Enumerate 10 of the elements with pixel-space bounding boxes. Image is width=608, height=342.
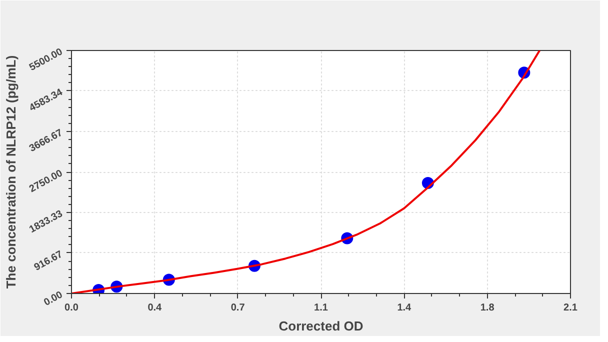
x-tick-label: 0.7 xyxy=(230,302,246,314)
x-axis-title: Corrected OD xyxy=(278,318,364,334)
x-tick-label: 1.4 xyxy=(397,302,412,314)
x-tick-label: 2.1 xyxy=(564,302,578,314)
x-tick-label: 1.8 xyxy=(480,302,495,314)
x-tick-label: 0.0 xyxy=(64,302,79,314)
x-tick-label: 0.4 xyxy=(148,302,162,314)
y-axis-title: The concentration of NLRP12 (pg/mL) xyxy=(3,55,18,289)
y-tick-label: 0.00 xyxy=(42,289,65,309)
x-tick-label: 1.1 xyxy=(314,302,328,314)
